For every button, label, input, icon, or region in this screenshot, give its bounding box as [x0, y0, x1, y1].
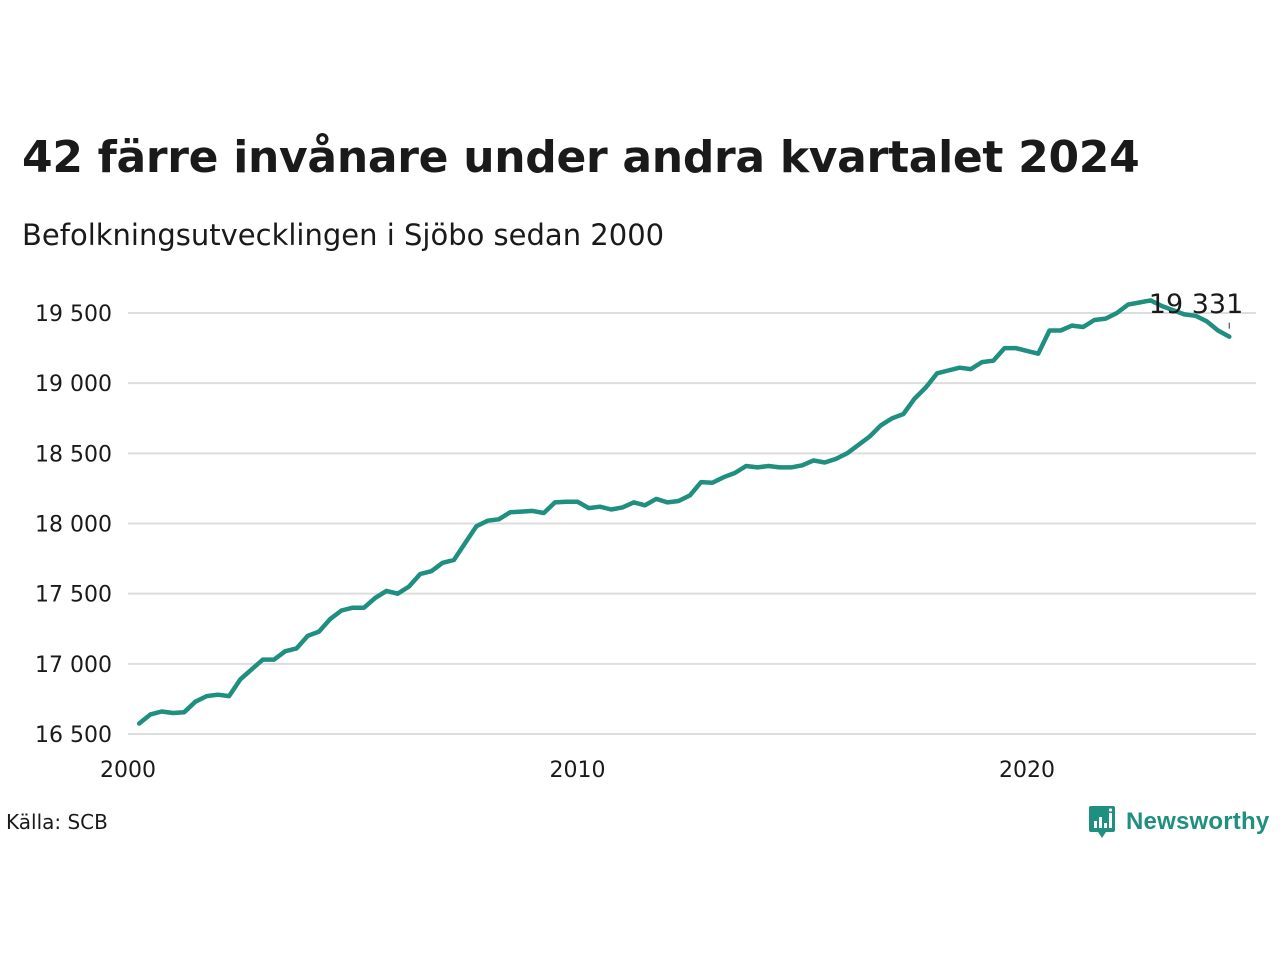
- x-tick-label: 2020: [999, 758, 1055, 783]
- y-tick-label: 18 500: [35, 442, 112, 467]
- chart-title: 42 färre invånare under andra kvartalet …: [22, 132, 1140, 183]
- grid-layer: [128, 312, 1256, 735]
- brand-name: Newsworthy: [1126, 808, 1270, 835]
- y-tick-label: 18 000: [35, 513, 112, 538]
- x-tick-label: 2000: [100, 758, 156, 783]
- series-line: [136, 298, 1232, 726]
- y-tick-label: 19 000: [35, 372, 112, 397]
- series-layer: [136, 298, 1232, 726]
- newsworthy-logo-icon: [1089, 806, 1115, 838]
- annotation-layer: 19 331: [1149, 289, 1243, 329]
- x-axis-labels: 2000 2010 2020: [100, 758, 1055, 783]
- y-tick-label: 16 500: [35, 723, 112, 748]
- y-axis-labels: 16 500 17 000 17 500 18 000 18 500 19 000 19 5…: [35, 302, 112, 748]
- y-tick-label: 17 000: [35, 653, 112, 678]
- brand-logo[interactable]: Newsworthy: [1088, 804, 1269, 840]
- end-value-label: 19 331: [1149, 289, 1243, 320]
- source-note: Källa: SCB: [6, 810, 108, 834]
- y-tick-label: 17 500: [35, 583, 112, 608]
- x-tick-label: 2010: [550, 758, 606, 783]
- chart-subtitle: Befolkningsutvecklingen i Sjöbo sedan 20…: [22, 218, 665, 252]
- y-tick-label: 19 500: [35, 302, 112, 327]
